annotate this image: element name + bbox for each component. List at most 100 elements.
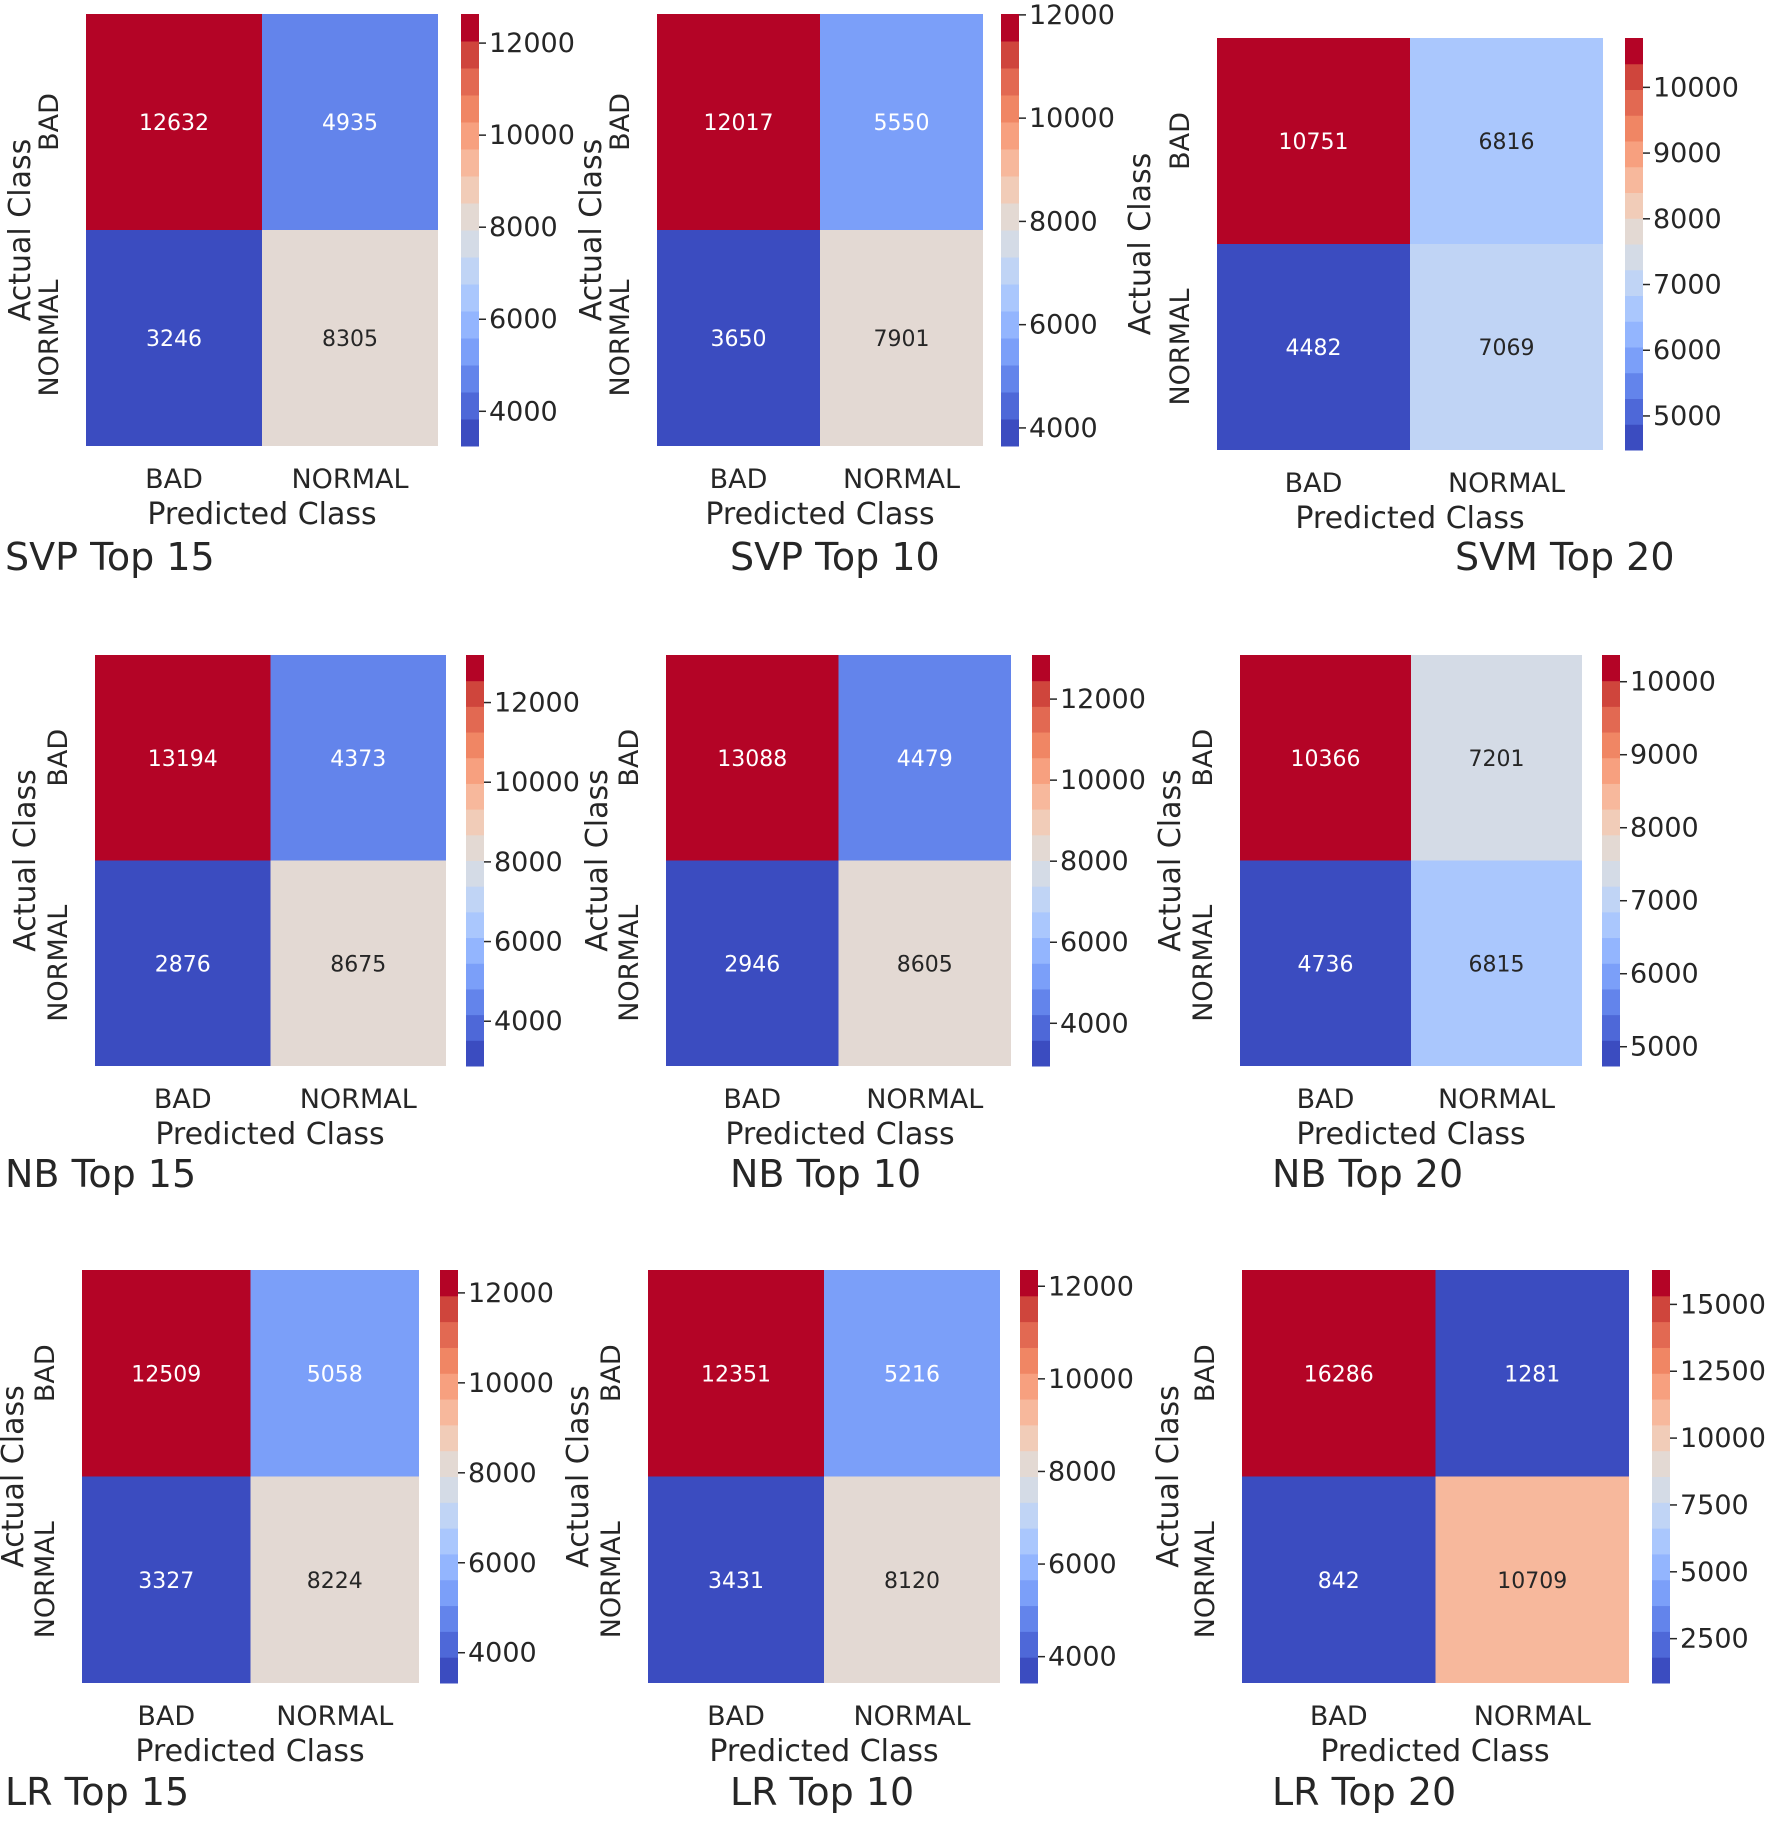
colorbar-segment (1602, 834, 1620, 861)
panel-title: LR Top 20 (1272, 1770, 1456, 1814)
cell-value-label: 8120 (884, 1569, 940, 1594)
colorbar-tick-label: 5000 (1630, 1032, 1699, 1063)
colorbar-segment (440, 1528, 458, 1555)
cell-value-label: 5058 (307, 1362, 363, 1387)
heatmap-cell (838, 655, 1011, 861)
x-tick-label: NORMAL (853, 1701, 970, 1732)
y-tick-label: NORMAL (1188, 905, 1219, 1022)
y-tick-label: NORMAL (34, 279, 65, 396)
x-axis-label: Predicted Class (1320, 1734, 1549, 1769)
colorbar-tick-label: 10000 (1680, 1423, 1766, 1454)
x-tick-label: NORMAL (300, 1084, 417, 1115)
colorbar-segment (466, 834, 484, 861)
colorbar-tick-label: 12000 (468, 1278, 554, 1309)
heatmap-cell (262, 14, 438, 230)
colorbar-segment (1625, 89, 1643, 116)
colorbar-segment (440, 1631, 458, 1658)
colorbar-tick-label: 6000 (1060, 927, 1129, 958)
cell-value-label: 842 (1318, 1569, 1360, 1594)
colorbar-segment (461, 203, 479, 231)
colorbar-tick-label: 10000 (494, 767, 580, 798)
heatmap-cell (648, 1270, 824, 1477)
y-tick-label: BAD (596, 1344, 627, 1402)
x-tick-label: BAD (154, 1084, 212, 1115)
cell-value-label: 12509 (131, 1362, 201, 1387)
colorbar-segment (1602, 860, 1620, 887)
colorbar-segment (1625, 38, 1643, 65)
y-axis-label: Actual Class (574, 139, 609, 321)
y-tick-label: BAD (43, 729, 74, 787)
colorbar-segment (461, 311, 479, 339)
cell-value-label: 3650 (711, 327, 767, 352)
heatmap-cell (838, 860, 1011, 1066)
colorbar-segment (1602, 1040, 1620, 1067)
x-tick-label: NORMAL (843, 464, 960, 495)
y-axis-label: Actual Class (580, 769, 615, 951)
heatmap-cell (657, 14, 820, 230)
heatmap-cell (1242, 1476, 1436, 1683)
colorbar-segment (1602, 1014, 1620, 1041)
colorbar-segment (461, 149, 479, 177)
colorbar-tick-label: 6000 (1653, 335, 1722, 366)
colorbar-segment (440, 1373, 458, 1400)
colorbar-segment (461, 176, 479, 204)
cell-value-label: 16286 (1304, 1362, 1374, 1387)
cell-value-label: 10709 (1497, 1569, 1567, 1594)
heatmap-cell (1411, 860, 1582, 1066)
colorbar-tick-label: 4000 (489, 396, 558, 427)
cell-value-label: 4479 (897, 747, 953, 772)
x-tick-label: BAD (723, 1084, 781, 1115)
heatmap-cell (1242, 1270, 1436, 1477)
panel-title: LR Top 10 (730, 1770, 914, 1814)
x-tick-label: BAD (1285, 468, 1343, 499)
y-axis-label: Actual Class (1151, 1385, 1186, 1567)
colorbar-segment (1652, 1295, 1670, 1323)
colorbar-segment (1625, 166, 1643, 193)
heatmap-cell (1410, 38, 1603, 244)
colorbar-tick-label: 6000 (1630, 959, 1699, 990)
colorbar-segment (1032, 783, 1050, 810)
colorbar-segment (440, 1657, 458, 1684)
colorbar-segment (466, 706, 484, 733)
heatmap-cell (95, 860, 271, 1066)
y-tick-label: NORMAL (1190, 1521, 1221, 1638)
colorbar-segment (1602, 680, 1620, 707)
colorbar-segment (440, 1321, 458, 1348)
colorbar-segment (466, 680, 484, 707)
colorbar-tick-label: 6000 (1048, 1549, 1117, 1580)
colorbar-segment (1602, 706, 1620, 733)
heatmap-cell (82, 1270, 251, 1477)
cell-value-label: 12017 (704, 111, 774, 136)
colorbar-segment (1652, 1399, 1670, 1426)
cell-value-label: 5216 (884, 1362, 940, 1387)
cell-value-label: 1281 (1504, 1362, 1560, 1387)
colorbar-tick-label: 10000 (1029, 103, 1115, 134)
colorbar-tick-label: 4000 (494, 1006, 563, 1037)
colorbar-tick-label: 6000 (1029, 310, 1098, 341)
colorbar-segment (1032, 834, 1050, 861)
cell-value-label: 7069 (1479, 336, 1535, 361)
y-axis-label: Actual Class (1153, 769, 1188, 951)
y-tick-label: NORMAL (30, 1521, 61, 1638)
cell-value-label: 4373 (330, 747, 386, 772)
colorbar-segment (1625, 218, 1643, 245)
heatmap-cell (1435, 1270, 1629, 1477)
colorbar-segment (1001, 41, 1019, 69)
colorbar-segment (1625, 244, 1643, 271)
cell-value-label: 4736 (1298, 952, 1354, 977)
colorbar-segment (1032, 937, 1050, 964)
colorbar-segment (461, 68, 479, 96)
colorbar-segment (440, 1424, 458, 1452)
colorbar-segment (1001, 203, 1019, 231)
colorbar-segment (1625, 192, 1643, 219)
colorbar-segment (466, 757, 484, 784)
colorbar-segment (1625, 372, 1643, 399)
x-tick-label: NORMAL (1448, 468, 1565, 499)
colorbar-tick-label: 4000 (1029, 413, 1098, 444)
colorbar-segment (1020, 1631, 1038, 1658)
colorbar-segment (1001, 230, 1019, 258)
colorbar-segment (1652, 1579, 1670, 1607)
colorbar-segment (1001, 14, 1019, 42)
cell-value-label: 13088 (717, 747, 787, 772)
